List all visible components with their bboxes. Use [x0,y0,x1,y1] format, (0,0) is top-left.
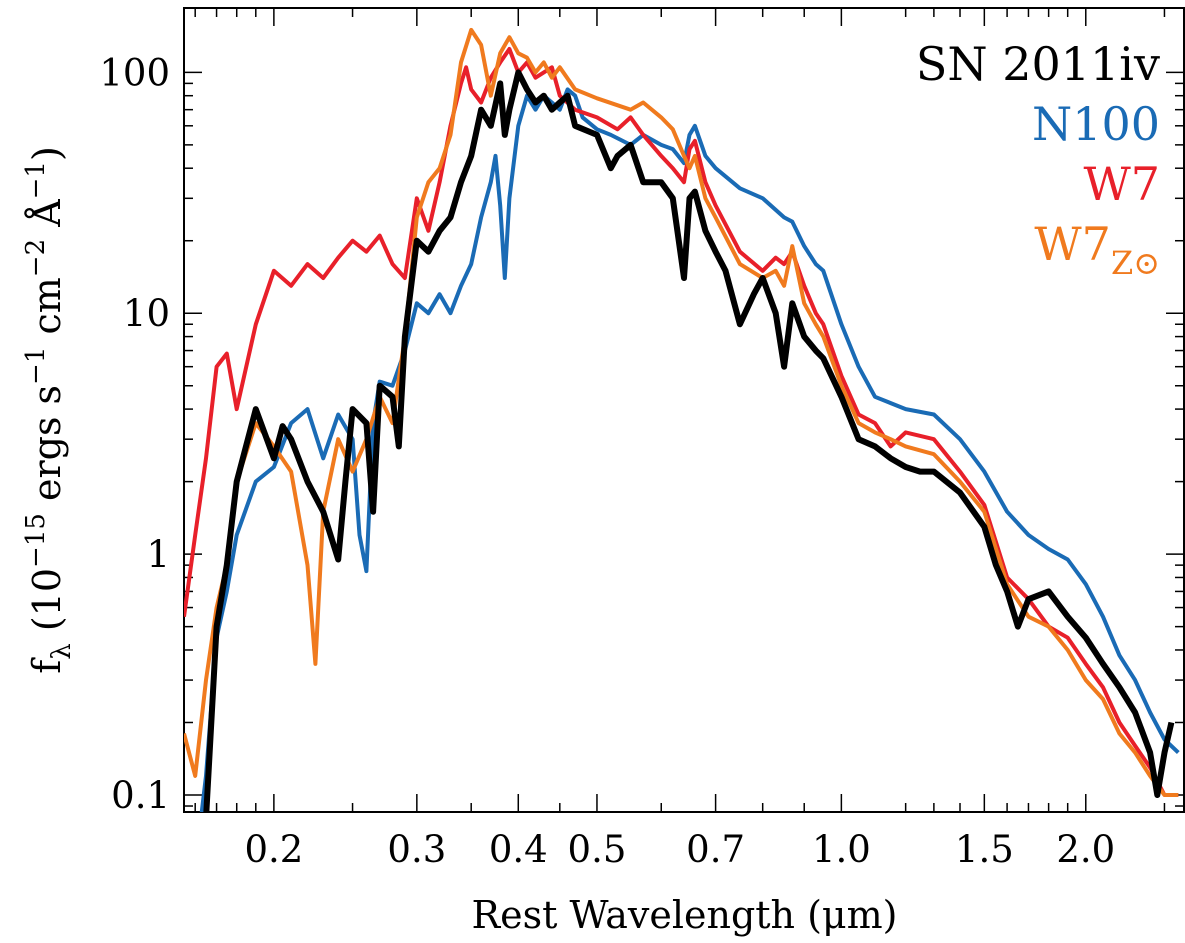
legend-entry: W7 [1083,157,1160,211]
legend-entry: W7Z⊙ [1034,217,1160,282]
x-tick-label: 0.2 [244,828,303,871]
plot-frame [183,7,1185,813]
tick-labels: 0.2 0.3 0.4 0.5 0.7 1.0 1.5 2.0 0.1 1 10 100 [99,51,1115,871]
series-line-sn-2011iv [203,69,1175,812]
x-tick-label: 1.5 [955,828,1014,871]
legend-entry: N100 [1032,97,1160,151]
series-line-w7-zsun [184,27,1179,797]
y-tick-label: 10 [123,292,170,335]
y-axis-title: fλ (10−15 ergs s−1 cm−2 Å−1) [21,146,77,674]
x-tick-label: 0.4 [489,828,548,871]
x-tick-label: 2.0 [1056,828,1115,871]
series-group [184,27,1180,812]
legend-entry: SN 2011iv [916,37,1160,91]
y-tick-label: 1 [146,533,170,576]
y-tick-label: 0.1 [111,774,170,817]
series-line-w7 [184,47,1179,797]
x-tick-label: 0.7 [686,828,745,871]
series-line-n100 [199,87,1180,812]
x-tick-label: 0.3 [387,828,446,871]
x-tick-label: 1.0 [812,828,871,871]
x-tick-label: 0.5 [568,828,627,871]
y-tick-label: 100 [99,51,170,94]
x-axis-title: Rest Wavelength (μm) [472,893,898,937]
legend: SN 2011iv N100 W7 W7Z⊙ [916,37,1160,282]
